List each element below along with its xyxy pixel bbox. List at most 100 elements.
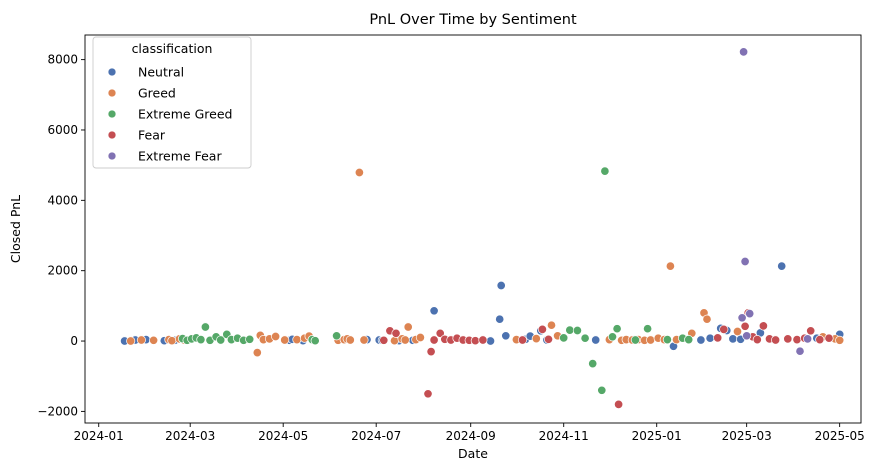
data-point xyxy=(643,324,653,334)
data-point xyxy=(136,335,146,345)
data-points xyxy=(120,47,845,409)
legend-marker xyxy=(107,109,117,119)
data-point xyxy=(732,326,743,337)
data-point xyxy=(572,325,582,336)
x-tick-label: 2025-01 xyxy=(632,429,682,443)
data-point xyxy=(429,335,439,345)
data-point xyxy=(728,334,738,344)
data-point xyxy=(719,324,729,334)
data-point xyxy=(252,348,262,358)
data-point xyxy=(429,306,439,316)
data-point xyxy=(803,334,813,344)
data-point xyxy=(580,333,590,343)
legend-marker xyxy=(107,67,117,77)
data-point xyxy=(271,331,281,342)
data-point xyxy=(470,336,480,346)
legend-item-label: Extreme Fear xyxy=(138,149,222,164)
legend-marker xyxy=(107,130,117,140)
data-point xyxy=(292,335,302,345)
legend-items: Neutral Greed Extreme Greed Fear Extreme Fea… xyxy=(107,65,232,164)
data-point xyxy=(777,261,787,271)
data-point xyxy=(345,335,355,345)
legend-marker xyxy=(107,88,117,98)
x-axis-label: Date xyxy=(458,446,488,461)
legend-item-label: Extreme Greed xyxy=(138,107,232,122)
data-point xyxy=(740,256,750,267)
data-point xyxy=(713,333,723,343)
data-point xyxy=(546,320,557,330)
y-tick-label: 6000 xyxy=(47,123,78,137)
legend-item-label: Fear xyxy=(138,128,166,143)
data-point xyxy=(752,335,762,345)
data-point xyxy=(495,314,505,324)
data-point xyxy=(795,346,805,356)
data-point xyxy=(806,326,816,336)
data-point xyxy=(496,280,506,291)
data-point xyxy=(426,347,436,357)
legend-item-label: Neutral xyxy=(138,65,184,80)
y-tick-label: 8000 xyxy=(47,53,78,67)
data-point xyxy=(737,313,747,323)
data-point xyxy=(423,389,433,399)
data-point xyxy=(758,321,768,331)
data-point xyxy=(501,331,511,341)
data-point xyxy=(403,322,413,332)
x-axis: 2024-01 2024-03 2024-05 2024-07 2024-09 2024-… xyxy=(74,423,865,443)
legend: classification Neutral Greed Extreme Greed… xyxy=(92,36,252,169)
data-point xyxy=(565,325,575,335)
data-point xyxy=(614,399,624,409)
x-tick-label: 2025-05 xyxy=(815,429,865,443)
data-point xyxy=(435,328,445,338)
data-point xyxy=(359,335,369,345)
data-point xyxy=(662,335,672,345)
x-tick-label: 2024-11 xyxy=(539,429,589,443)
data-point xyxy=(354,167,364,178)
y-axis-label: Closed PnL xyxy=(8,195,23,263)
data-point xyxy=(537,324,547,334)
y-tick-label: −2000 xyxy=(37,404,78,418)
y-tick-label: 0 xyxy=(70,334,78,348)
data-point xyxy=(126,336,136,346)
data-point xyxy=(740,321,750,331)
data-point xyxy=(379,335,389,345)
data-point xyxy=(665,261,675,271)
data-point xyxy=(591,335,601,345)
data-point xyxy=(612,324,622,334)
data-point xyxy=(771,335,781,345)
x-tick-label: 2024-09 xyxy=(446,429,496,443)
data-point xyxy=(478,335,488,345)
x-tick-label: 2024-07 xyxy=(351,429,401,443)
data-point xyxy=(200,322,210,332)
data-point xyxy=(531,334,541,344)
data-point xyxy=(543,334,554,344)
y-tick-label: 2000 xyxy=(47,264,78,278)
data-point xyxy=(280,335,290,345)
data-point xyxy=(517,335,528,345)
data-point xyxy=(792,335,802,345)
data-point xyxy=(391,328,401,338)
data-point xyxy=(684,335,694,345)
data-point xyxy=(149,335,159,345)
data-point xyxy=(705,333,715,343)
data-point xyxy=(389,336,400,346)
plot-frame xyxy=(84,34,862,424)
data-point xyxy=(245,334,255,344)
legend-marker xyxy=(107,151,117,161)
data-point xyxy=(824,333,834,343)
x-tick-label: 2024-05 xyxy=(258,429,308,443)
data-point xyxy=(739,47,749,57)
chart-title: PnL Over Time by Sentiment xyxy=(369,12,577,28)
data-point xyxy=(742,331,752,341)
data-point xyxy=(167,336,177,346)
data-point xyxy=(600,166,610,176)
data-point xyxy=(815,335,825,345)
legend-title: classification xyxy=(132,41,213,56)
x-tick-label: 2024-03 xyxy=(165,429,215,443)
legend-frame xyxy=(92,36,252,169)
y-axis: −2000 0 2000 4000 6000 8000 xyxy=(37,53,85,418)
data-point xyxy=(696,335,706,345)
x-tick-label: 2024-01 xyxy=(74,429,124,443)
data-point xyxy=(702,314,712,324)
data-point xyxy=(646,335,656,345)
